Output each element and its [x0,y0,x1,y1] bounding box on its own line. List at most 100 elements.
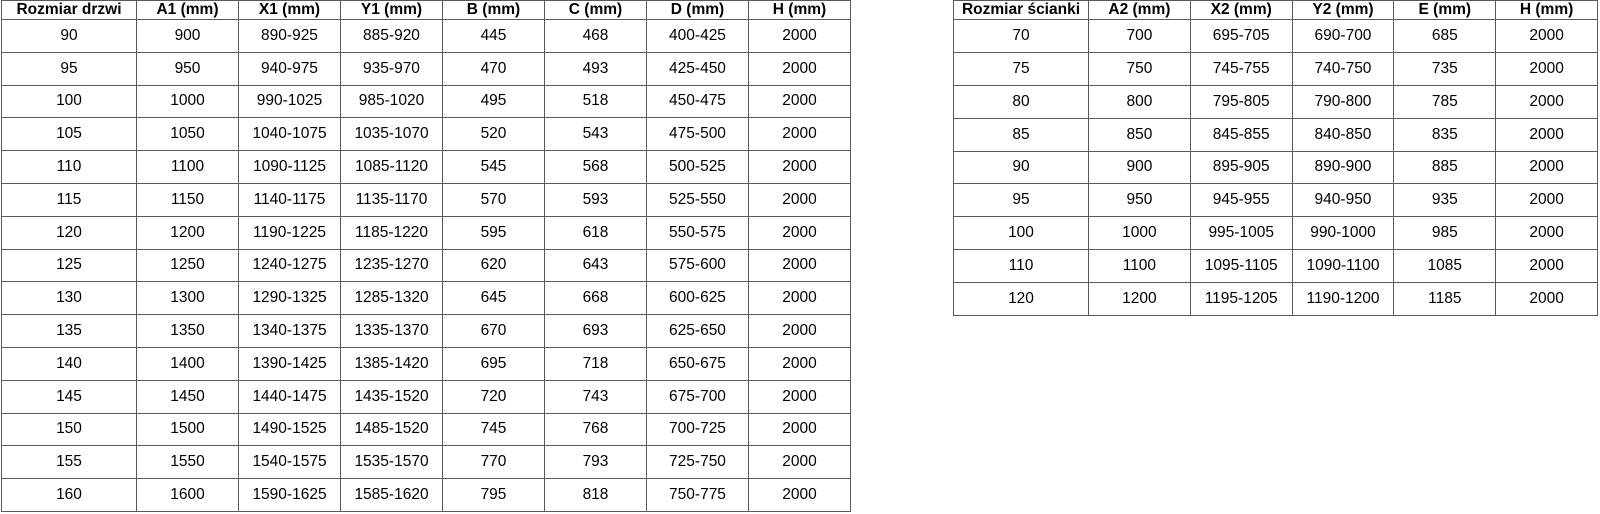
table-cell: 1450 [136,379,239,414]
table-cell: 500-525 [646,150,749,184]
column-header: Rozmiar drzwi [1,0,137,20]
table-cell: 495 [442,84,545,119]
column-header: B (mm) [442,0,545,20]
table-cell: 645 [442,281,545,316]
table-cell: 1090-1100 [1291,249,1395,283]
table-cell: 1335-1370 [340,314,443,348]
table-cell: 1550 [136,445,239,480]
table-cell: 675-700 [646,379,749,414]
table-cell: 1400 [136,346,239,381]
table-cell: 885 [1393,150,1497,185]
table-row: 155 1550 1540-1575 1535-1570 770 793 725-750 20… [1,445,851,480]
table-cell: 795-805 [1189,84,1293,119]
table-cell: 90 [1,19,137,53]
table-cell: 840-850 [1291,117,1395,152]
header-row: Rozmiar drzwi A1 (mm) X1 (mm) Y1 (mm) B (mm)… [1,0,851,20]
table-cell: 890-925 [238,19,341,53]
table-cell: 643 [544,248,647,283]
table-cell: 105 [1,117,137,152]
table-cell: 1150 [136,182,239,217]
table-cell: 110 [953,249,1089,283]
table-cell: 2000 [748,379,851,414]
table-row: 115 1150 1140-1175 1135-1170 570 593 525-550 20… [1,182,851,217]
table-cell: 2000 [1495,117,1598,152]
table-cell: 1140-1175 [238,182,341,217]
table-cell: 1035-1070 [340,117,443,152]
table-cell: 745-755 [1189,51,1293,86]
table-row: 110 1100 1095-1105 1090-1100 1085 2000 [953,249,1598,283]
table-cell: 1200 [1088,282,1191,316]
table-cell: 400-425 [646,19,749,53]
table-cell: 885-920 [340,19,443,53]
table-cell: 1350 [136,314,239,348]
table-cell: 593 [544,182,647,217]
table-cell: 1485-1520 [340,412,443,447]
table-row: 145 1450 1440-1475 1435-1520 720 743 675-700 20… [1,379,851,414]
table-cell: 650-675 [646,346,749,381]
table-cell: 120 [953,282,1089,316]
table-cell: 1385-1420 [340,346,443,381]
table-cell: 2000 [748,117,851,152]
table-cell: 2000 [1495,183,1598,218]
table-cell: 1100 [136,150,239,184]
column-header: D (mm) [646,0,749,20]
table-cell: 1000 [1088,216,1191,251]
table-cell: 935-970 [340,51,443,86]
table-cell: 2000 [748,478,851,512]
table-cell: 2000 [748,19,851,53]
table-cell: 575-600 [646,248,749,283]
table-cell: 468 [544,19,647,53]
table-cell: 135 [1,314,137,348]
table-cell: 1340-1375 [238,314,341,348]
table-cell: 493 [544,51,647,86]
column-header: H (mm) [748,0,851,20]
column-header: A2 (mm) [1088,0,1191,20]
table-cell: 950 [136,51,239,86]
table-cell: 935 [1393,183,1497,218]
table-cell: 95 [1,51,137,86]
table-cell: 900 [1088,150,1191,185]
table-cell: 85 [953,117,1089,152]
table-cell: 845-855 [1189,117,1293,152]
table-cell: 1040-1075 [238,117,341,152]
table-cell: 130 [1,281,137,316]
table-cell: 160 [1,478,137,512]
table-row: 90 900 895-905 890-900 885 2000 [953,150,1598,185]
table-cell: 950 [1088,183,1191,218]
table-cell: 425-450 [646,51,749,86]
column-header: Rozmiar ścianki [953,0,1089,20]
table-row: 135 1350 1340-1375 1335-1370 670 693 625-650 20… [1,314,851,348]
table-cell: 145 [1,379,137,414]
table-cell: 895-905 [1189,150,1293,185]
table-cell: 693 [544,314,647,348]
table-cell: 125 [1,248,137,283]
table-cell: 790-800 [1291,84,1395,119]
wall-size-table: Rozmiar ścianki A2 (mm) X2 (mm) Y2 (mm) E (m… [953,0,1598,316]
table-cell: 1590-1625 [238,478,341,512]
table-cell: 1000 [136,84,239,119]
table-cell: 2000 [748,51,851,86]
table-cell: 1195-1205 [1189,282,1293,316]
table-cell: 1250 [136,248,239,283]
table-cell: 518 [544,84,647,119]
table-cell: 525-550 [646,182,749,217]
table-cell: 785 [1393,84,1497,119]
table-cell: 1585-1620 [340,478,443,512]
table-row: 150 1500 1490-1525 1485-1520 745 768 700-725 20… [1,412,851,447]
table-cell: 750-775 [646,478,749,512]
table-cell: 990-1025 [238,84,341,119]
table-cell: 890-900 [1291,150,1395,185]
table-row: 120 1200 1190-1225 1185-1220 595 618 550-575 20… [1,215,851,250]
table-cell: 700 [1088,19,1191,53]
table-cell: 685 [1393,19,1497,53]
table-row: 140 1400 1390-1425 1385-1420 695 718 650-675 20… [1,346,851,381]
table-cell: 1490-1525 [238,412,341,447]
table-cell: 1540-1575 [238,445,341,480]
table-cell: 750 [1088,51,1191,86]
table-cell: 445 [442,19,545,53]
table-cell: 2000 [748,445,851,480]
table-cell: 110 [1,150,137,184]
table-cell: 620 [442,248,545,283]
table-cell: 2000 [1495,150,1598,185]
table-cell: 2000 [1495,19,1598,53]
